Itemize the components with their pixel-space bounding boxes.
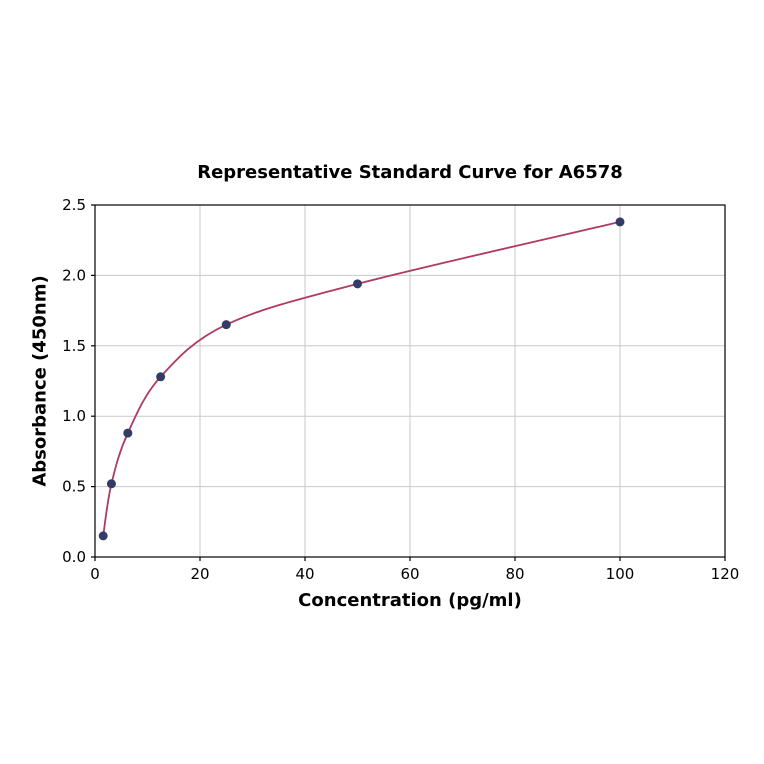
x-tick-label: 0: [90, 565, 100, 583]
chart-title: Representative Standard Curve for A6578: [197, 162, 623, 183]
y-tick-label: 1.0: [62, 407, 86, 425]
x-tick-label: 120: [711, 565, 740, 583]
data-point: [98, 531, 108, 541]
data-point: [221, 320, 231, 330]
x-tick-label: 20: [190, 565, 209, 583]
x-tick-label: 80: [505, 565, 524, 583]
data-point: [156, 372, 166, 382]
fit-curve: [102, 221, 621, 537]
y-tick-label: 2.5: [62, 196, 86, 214]
x-axis-label: Concentration (pg/ml): [298, 590, 522, 611]
y-tick-label: 1.5: [62, 337, 86, 355]
y-tick-label: 0.5: [62, 478, 86, 496]
data-point: [123, 428, 133, 438]
data-point: [615, 217, 625, 227]
x-tick-label: 60: [400, 565, 419, 583]
data-point: [106, 479, 116, 489]
y-tick-label: 0.0: [62, 548, 86, 566]
data-point: [353, 279, 362, 289]
y-tick-label: 2.0: [62, 266, 86, 284]
x-tick-label: 40: [295, 565, 314, 583]
x-tick-label: 100: [606, 565, 635, 583]
